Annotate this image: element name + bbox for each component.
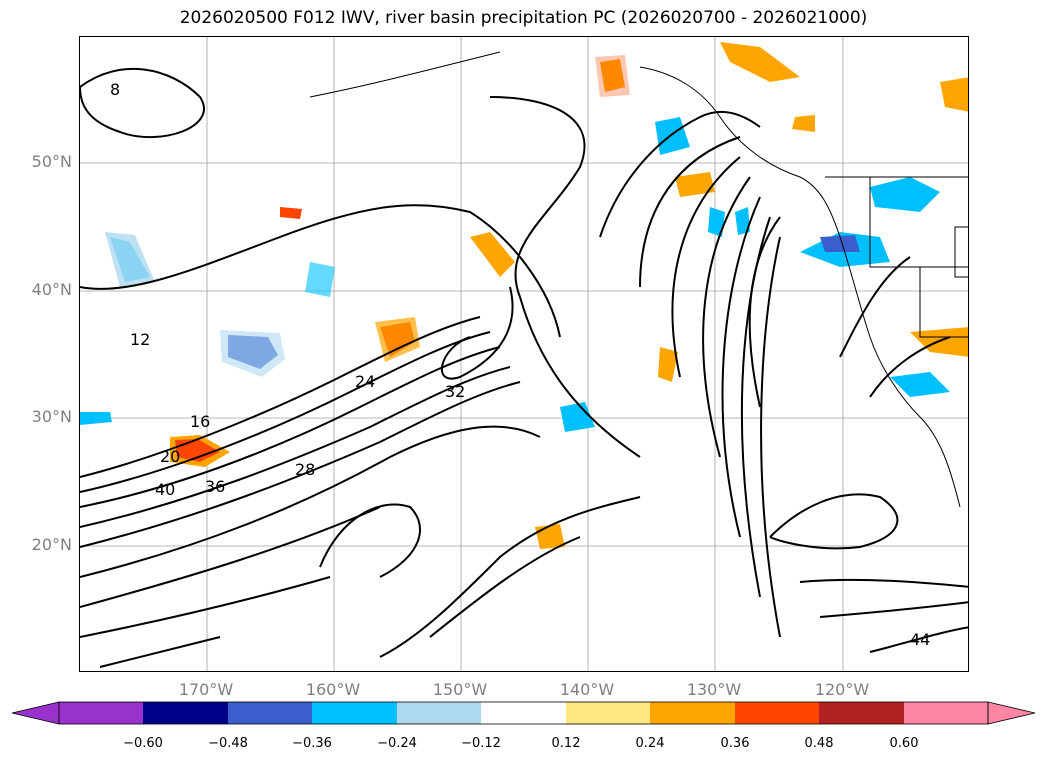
coastlines: [309, 51, 968, 508]
iwv-contours: [80, 67, 968, 668]
contour-label-40: 40: [155, 480, 175, 499]
precip-shading: [80, 42, 968, 549]
lat-label-30n: 30°N: [31, 407, 72, 426]
colorbar-tick-5: 0.12: [551, 736, 581, 751]
lon-label-160w: 160°W: [305, 680, 361, 699]
colorbar-tick-3: −0.24: [377, 736, 417, 751]
lon-label-130w: 130°W: [686, 680, 742, 699]
contour-label-24: 24: [355, 372, 375, 391]
colorbar-tick-9: 0.60: [889, 736, 919, 751]
colorbar-tick-8: 0.48: [804, 736, 834, 751]
lon-label-170w: 170°W: [178, 680, 234, 699]
contour-label-group: 8 12 16 20 24 28 32 36 40 44: [110, 80, 930, 649]
lon-label-120w: 120°W: [814, 680, 870, 699]
colorbar-segment-6: [481, 702, 566, 724]
contour-label-36: 36: [205, 477, 225, 496]
colorbar-segment-11: [904, 702, 988, 724]
colorbar-segment-1: [59, 702, 143, 724]
colorbar-segment-10: [819, 702, 904, 724]
contour-label-32: 32: [445, 382, 465, 401]
colorbar-segment-2: [143, 702, 228, 724]
contour-label-28: 28: [295, 460, 315, 479]
contour-label-16: 16: [190, 412, 210, 431]
contour-label-44: 44: [910, 630, 930, 649]
lon-label-140w: 140°W: [559, 680, 615, 699]
colorbar-tick-6: 0.24: [635, 736, 665, 751]
map-canvas: 8 12 16 20 24 28 32 36 40 44: [80, 37, 968, 671]
colorbar-tick-0: −0.60: [123, 736, 163, 751]
colorbar-tick-7: 0.36: [720, 736, 750, 751]
contour-label-20: 20: [160, 447, 180, 466]
contour-label-12: 12: [130, 330, 150, 349]
lat-label-50n: 50°N: [31, 152, 72, 171]
colorbar-segment-7: [566, 702, 650, 724]
colorbar-segment-9: [735, 702, 819, 724]
map-title: 2026020500 F012 IWV, river basin precipi…: [179, 8, 868, 28]
lat-label-40n: 40°N: [31, 280, 72, 299]
map-panel: 8 12 16 20 24 28 32 36 40 44: [79, 36, 969, 672]
contour-label-8: 8: [110, 80, 120, 99]
colorbar-segment-12: [987, 701, 1036, 725]
colorbar-segment-8: [650, 702, 735, 724]
colorbar-tick-2: −0.36: [292, 736, 332, 751]
colorbar-segment-4: [312, 702, 397, 724]
colorbar-tick-4: −0.12: [461, 736, 501, 751]
colorbar-segment-5: [397, 702, 481, 724]
colorbar-segment-0: [11, 701, 60, 725]
colorbar-segment-3: [228, 702, 312, 724]
lon-label-150w: 150°W: [432, 680, 488, 699]
lat-label-20n: 20°N: [31, 535, 72, 554]
graticule: [80, 37, 968, 671]
colorbar: [11, 701, 1036, 725]
colorbar-tick-1: −0.48: [208, 736, 248, 751]
